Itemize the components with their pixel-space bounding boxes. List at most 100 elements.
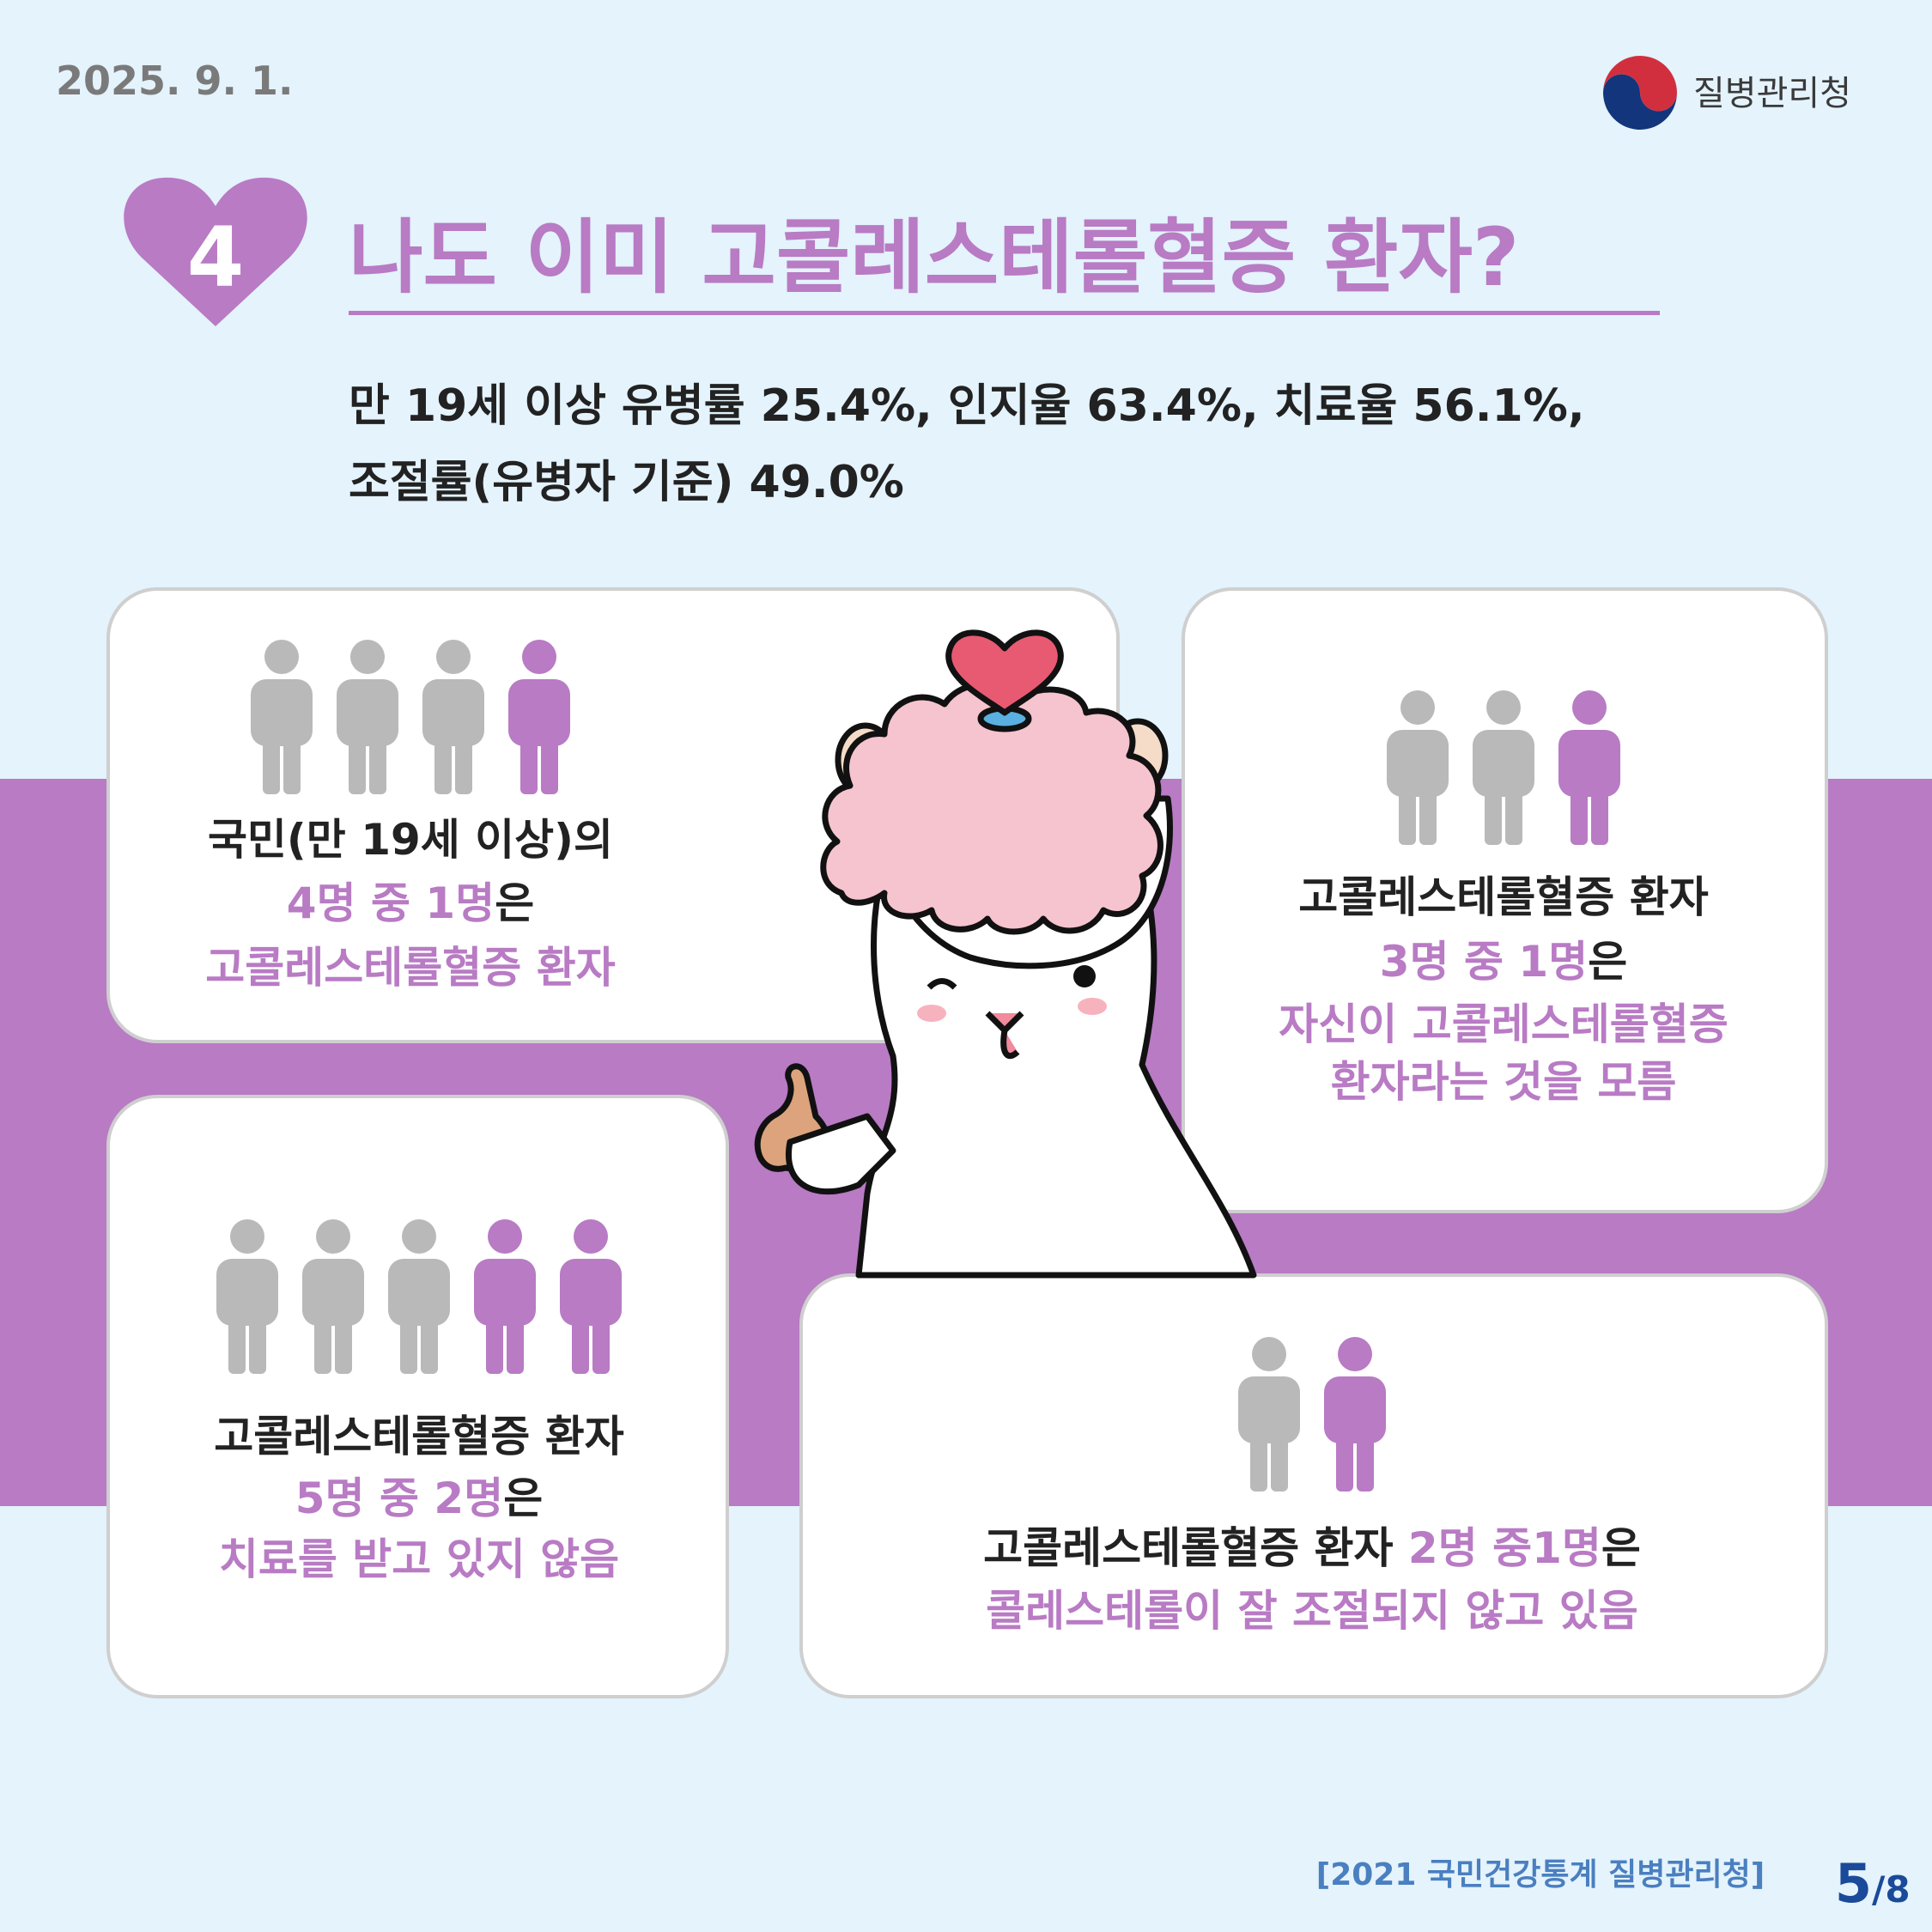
person-leg: [349, 734, 366, 794]
person-leg: [1505, 785, 1522, 845]
person-head: [350, 640, 385, 674]
person-leg: [434, 734, 452, 794]
summary-line: 조절률(유병자 기준) 49.0%: [349, 457, 904, 508]
card: [799, 1273, 1828, 1698]
card: [106, 1095, 729, 1698]
title-underline: [349, 311, 1660, 315]
person-icon: [216, 1219, 278, 1374]
summary: 만 19세 이상 유병률 25.4%, 인지율 63.4%, 치료율 56.1%…: [349, 380, 1585, 508]
highlight-text: 자신이 고콜레스테롤혈증: [1279, 999, 1728, 1049]
person-leg: [1571, 785, 1588, 845]
summary-line: 만 19세 이상 유병률 25.4%, 인지율 63.4%, 치료율 56.1%…: [349, 380, 1585, 432]
person-torso: [388, 1259, 450, 1326]
person-torso: [302, 1259, 364, 1326]
person-icon: [1324, 1337, 1386, 1492]
person-icon: [1238, 1337, 1300, 1492]
card-text: 고콜레스테롤혈증 환자: [983, 1523, 1408, 1573]
person-icon: [1558, 690, 1620, 845]
page-total: /8: [1872, 1868, 1911, 1911]
person-head: [264, 640, 299, 674]
person-leg: [1271, 1431, 1288, 1492]
person-head: [1252, 1337, 1286, 1371]
highlight-text: 2명 중1명: [1408, 1523, 1601, 1573]
highlight-text: 환자라는 것을 모름: [1331, 1057, 1677, 1107]
person-icon: [422, 640, 484, 794]
person-leg: [1591, 785, 1608, 845]
person-icon: [251, 640, 313, 794]
person-leg: [507, 1314, 524, 1374]
page-current: 5: [1835, 1852, 1872, 1915]
person-icon: [508, 640, 570, 794]
person-icon: [474, 1219, 536, 1374]
highlight-text: 4명 중 1명: [287, 878, 495, 928]
person-leg: [249, 1314, 266, 1374]
person-head: [1486, 690, 1521, 725]
person-head: [402, 1219, 436, 1254]
person-torso: [422, 679, 484, 746]
person-leg: [592, 1314, 610, 1374]
person-leg: [314, 1314, 331, 1374]
card-line: 고콜레스테롤혈증 환자: [214, 1412, 623, 1461]
person-icon: [388, 1219, 450, 1374]
person-leg: [1250, 1431, 1267, 1492]
person-leg: [541, 734, 558, 794]
agency-logo: [1603, 56, 1677, 130]
person-icon: [1473, 690, 1534, 845]
person-head: [316, 1219, 350, 1254]
card-text: 국민(만 19세 이상)의: [208, 815, 613, 865]
person-leg: [283, 734, 301, 794]
card-text: 고콜레스테롤혈증 환자: [1298, 872, 1708, 922]
card-line: 국민(만 19세 이상)의: [208, 815, 613, 865]
person-torso: [1238, 1376, 1300, 1443]
person-head: [230, 1219, 264, 1254]
person-head: [1400, 690, 1435, 725]
person-leg: [335, 1314, 352, 1374]
card-text: 은: [503, 1473, 543, 1523]
person-torso: [216, 1259, 278, 1326]
person-leg: [228, 1314, 246, 1374]
card-line: 자신이 고콜레스테롤혈증: [1279, 999, 1728, 1049]
person-leg: [369, 734, 386, 794]
person-leg: [1485, 785, 1502, 845]
person-torso: [560, 1259, 622, 1326]
person-icon: [337, 640, 398, 794]
date: 2025. 9. 1.: [56, 58, 294, 104]
card-line: 5명 중 2명은: [295, 1473, 543, 1523]
agency-name: 질병관리청: [1693, 74, 1851, 113]
person-leg: [486, 1314, 503, 1374]
card-line: 고콜레스테롤혈증 환자: [1298, 872, 1708, 922]
person-leg: [455, 734, 472, 794]
card-line: 고콜레스테롤혈증 환자: [205, 943, 615, 993]
person-leg: [400, 1314, 417, 1374]
mascot: [754, 629, 1257, 1279]
card-line: 콜레스테롤이 잘 조절되지 않고 있음: [986, 1586, 1638, 1636]
person-leg: [263, 734, 280, 794]
highlight-text: 5명 중 2명: [295, 1473, 503, 1523]
person-head: [436, 640, 471, 674]
card-text: 은: [1588, 937, 1627, 987]
highlight-text: 치료를 받고 있지 않음: [219, 1534, 619, 1584]
card-line: 환자라는 것을 모름: [1331, 1057, 1677, 1107]
source: [2021 국민건강통계 질병관리청]: [1316, 1857, 1765, 1893]
heart-badge: [124, 177, 307, 326]
person-leg: [1336, 1431, 1353, 1492]
person-head: [488, 1219, 522, 1254]
person-leg: [520, 734, 538, 794]
person-torso: [337, 679, 398, 746]
person-torso: [1558, 730, 1620, 797]
person-leg: [1399, 785, 1416, 845]
person-icon: [560, 1219, 622, 1374]
person-head: [1338, 1337, 1372, 1371]
card-line: 치료를 받고 있지 않음: [219, 1534, 619, 1584]
highlight-text: 고콜레스테롤혈증 환자: [205, 943, 615, 993]
person-torso: [251, 679, 313, 746]
card: [1182, 587, 1828, 1213]
card-line: 3명 중 1명은: [1380, 937, 1627, 987]
person-torso: [1324, 1376, 1386, 1443]
section-number: 4: [187, 210, 245, 306]
card-text: 은: [495, 878, 534, 928]
